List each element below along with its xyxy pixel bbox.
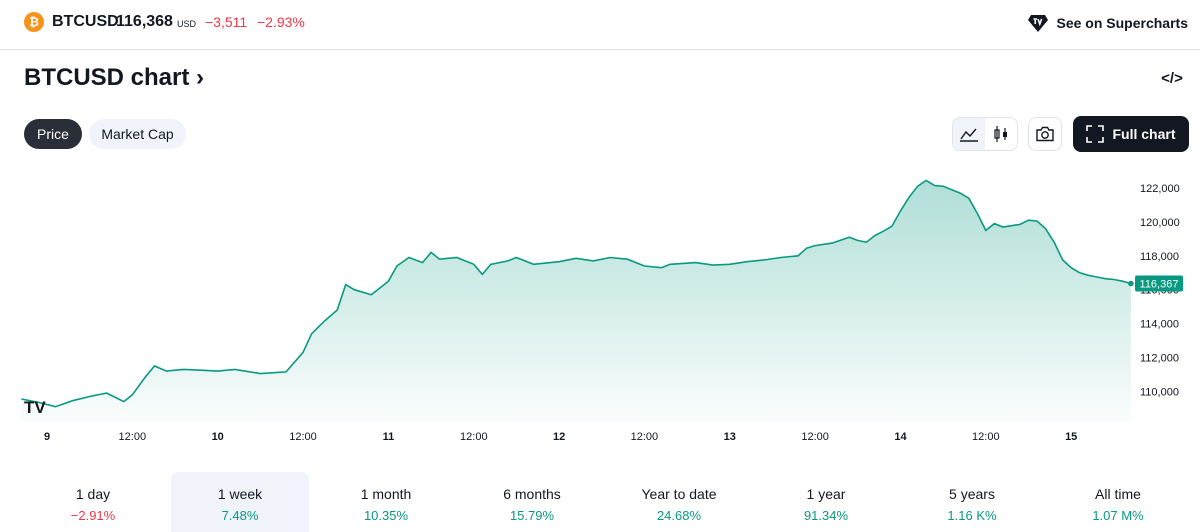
x-tick-label: 12:00 xyxy=(460,431,488,443)
bitcoin-icon: ₿ xyxy=(24,12,44,32)
price-area-fill xyxy=(21,180,1131,422)
period-label: 1 week xyxy=(217,486,263,502)
period-1-day[interactable]: 1 day −2.91% xyxy=(24,472,162,532)
x-tick-label: 12:00 xyxy=(631,431,659,443)
y-tick-label: 112,000 xyxy=(1140,353,1179,365)
last-price: 116,368 xyxy=(116,13,173,30)
embed-code-icon[interactable]: </> xyxy=(1161,70,1183,87)
last-price-label: 116,367 xyxy=(1140,279,1179,291)
symbol-header: ₿ BTCUSD 116,368 USD −3,511 −2.93% See o… xyxy=(0,0,1200,50)
period-year-to-date[interactable]: Year to date 24.68% xyxy=(610,472,748,532)
candlestick-icon xyxy=(994,126,1007,142)
period-label: All time xyxy=(1095,486,1141,502)
y-tick-label: 120,000 xyxy=(1140,217,1180,229)
x-tick-label: 10 xyxy=(212,431,224,443)
tab-market-cap[interactable]: Market Cap xyxy=(89,119,186,149)
fullscreen-icon xyxy=(1086,125,1105,143)
period-change-value: 15.79% xyxy=(509,508,555,523)
price-chart[interactable]: 122,000120,000118,000116,000114,000112,0… xyxy=(0,160,1200,450)
chevron-right-icon: › xyxy=(196,64,205,91)
x-tick-label: 12:00 xyxy=(119,431,147,443)
period-change-value: 10.35% xyxy=(363,508,409,523)
period-change-value: 1.16 K% xyxy=(947,508,997,523)
x-tick-label: 12:00 xyxy=(801,431,829,443)
x-tick-label: 14 xyxy=(894,431,907,443)
page-title: BTCUSD chart xyxy=(24,64,190,91)
see-on-supercharts-link[interactable]: See on Supercharts xyxy=(1027,12,1189,34)
x-tick-label: 15 xyxy=(1065,431,1077,443)
last-price-label-bg xyxy=(1135,275,1183,292)
full-chart-button[interactable]: Full chart xyxy=(1073,116,1189,152)
chart-type-toggle xyxy=(952,117,1018,151)
x-tick-label: 12:00 xyxy=(289,431,317,443)
price-currency: USD xyxy=(177,19,197,29)
last-price-dot xyxy=(1128,280,1134,287)
period-all-time[interactable]: All time 1.07 M% xyxy=(1049,472,1187,532)
chart-title-link[interactable]: BTCUSD chart › xyxy=(24,64,204,92)
period-change-value: 91.34% xyxy=(803,508,849,523)
period-change-value: −2.91% xyxy=(70,508,116,523)
snapshot-button[interactable] xyxy=(1028,117,1062,151)
period-label: Year to date xyxy=(641,486,717,502)
period-1-week[interactable]: 1 week 7.48% xyxy=(171,472,309,532)
x-tick-label: 9 xyxy=(44,431,50,443)
period-label: 1 month xyxy=(360,486,412,502)
period-change-value: 1.07 M% xyxy=(1092,508,1144,523)
period-label: 1 year xyxy=(806,486,846,502)
camera-icon xyxy=(1036,126,1054,142)
period-label: 5 years xyxy=(949,486,995,502)
period-5-years[interactable]: 5 years 1.16 K% xyxy=(903,472,1041,532)
price-change-percent: −2.93% xyxy=(257,14,305,30)
period-6-months[interactable]: 6 months 15.79% xyxy=(463,472,601,532)
tradingview-logo: TV xyxy=(24,398,46,417)
performance-periods: 1 day −2.91% 1 week 7.48% 1 month 10.35% 6 mon… xyxy=(0,472,1200,532)
y-tick-label: 118,000 xyxy=(1140,251,1179,263)
price-series-line xyxy=(21,179,1132,408)
see-on-supercharts-label: See on Supercharts xyxy=(1056,15,1189,31)
symbol-name[interactable]: BTCUSD xyxy=(52,13,119,30)
area-chart-button[interactable] xyxy=(953,118,985,150)
full-chart-label: Full chart xyxy=(1112,126,1176,142)
period-change-value: 7.48% xyxy=(221,508,259,523)
y-tick-label: 114,000 xyxy=(1140,319,1179,331)
period-label: 1 day xyxy=(75,486,111,502)
tv-diamond-icon xyxy=(1027,15,1048,32)
price-change: −3,511 xyxy=(205,14,248,30)
area-chart-icon xyxy=(960,128,978,142)
x-tick-label: 12 xyxy=(553,431,565,443)
period-1-month[interactable]: 1 month 10.35% xyxy=(317,472,455,532)
x-tick-label: 12:00 xyxy=(972,431,1000,443)
tab-price[interactable]: Price xyxy=(24,119,82,149)
y-tick-label: 110,000 xyxy=(1140,386,1179,398)
period-label: 6 months xyxy=(503,486,561,502)
x-tick-label: 11 xyxy=(383,431,395,443)
period-change-value: 24.68% xyxy=(656,508,702,523)
y-tick-label: 122,000 xyxy=(1140,183,1180,195)
candlestick-chart-button[interactable] xyxy=(985,118,1017,150)
period-1-year[interactable]: 1 year 91.34% xyxy=(757,472,895,532)
x-tick-label: 13 xyxy=(724,431,736,443)
